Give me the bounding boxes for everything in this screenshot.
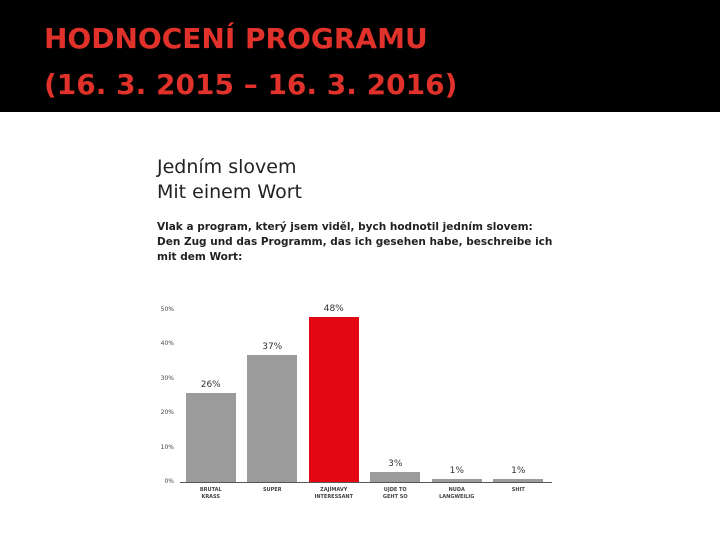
bar	[308, 316, 359, 482]
y-tick-label: 30%	[160, 374, 174, 382]
bar	[493, 478, 544, 482]
y-tick-label: 0%	[164, 478, 174, 485]
x-tick-label: ZAJÍMAVÝ INTERESSANT	[314, 487, 354, 500]
value-label: 1%	[449, 465, 464, 476]
subtitle: mit dem Wort:	[157, 251, 243, 263]
value-label: 1%	[511, 465, 526, 476]
x-tick-label: BRUTAL KRASS	[199, 487, 222, 500]
bar	[431, 478, 482, 482]
subtitle: Vlak a program, který jsem viděl, bych h…	[157, 221, 533, 233]
y-tick-label: 10%	[160, 443, 174, 451]
value-label: 48%	[323, 303, 344, 314]
title: HODNOCENÍ PROGRAMU	[44, 22, 428, 55]
header-band: HODNOCENÍ PROGRAMU (16. 3. 2015 – 16. 3.…	[0, 0, 720, 112]
chart-title: Mit einem Wort	[157, 181, 302, 203]
x-tick-label: SUPER	[262, 487, 282, 493]
bar	[370, 471, 421, 482]
x-axis	[180, 482, 552, 483]
bar	[185, 392, 236, 482]
x-tick-label: UJDE TO GEHT SO	[382, 487, 408, 500]
value-label: 37%	[262, 341, 283, 352]
y-tick-label: 40%	[160, 340, 174, 348]
y-tick-label: 50%	[160, 306, 174, 313]
chart-title: Jedním slovem	[157, 156, 297, 178]
y-tick-label: 20%	[160, 409, 174, 417]
x-tick-label: NUDA LANGWEILIG	[439, 487, 475, 500]
title: (16. 3. 2015 – 16. 3. 2016)	[44, 68, 458, 101]
x-tick-label: SHIT	[511, 487, 525, 493]
value-label: 26%	[200, 379, 221, 390]
value-label: 3%	[388, 458, 403, 469]
subtitle: Den Zug und das Programm, das ich gesehe…	[157, 236, 553, 248]
bar	[247, 354, 298, 482]
